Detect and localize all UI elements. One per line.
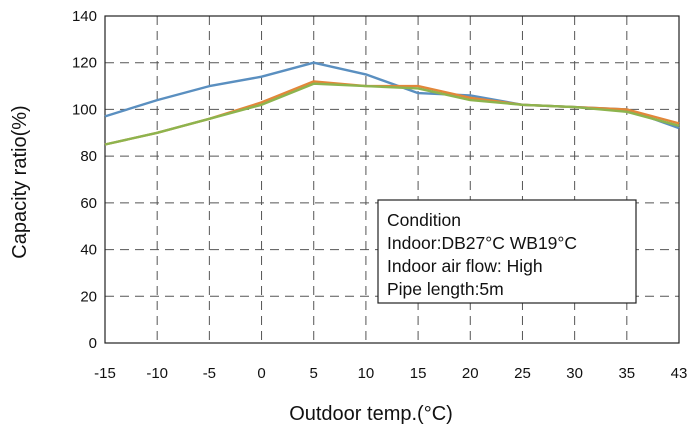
- x-tick-labels: -15 -10 -5 0 5 10 15 20 25 30 35 43: [94, 365, 687, 382]
- x-axis-label: Outdoor temp.(°C): [289, 403, 453, 425]
- plot-frame: [104, 15, 680, 344]
- condition-annotation: Condition Indoor:DB27°C WB19°C Indoor ai…: [377, 199, 637, 304]
- x-tick-label: 25: [514, 365, 531, 382]
- y-tick-labels: 0 20 40 60 80 100 120 140: [72, 8, 97, 352]
- y-tick-label: 0: [89, 335, 97, 352]
- y-tick-label: 120: [72, 55, 97, 72]
- x-tick-label: 15: [410, 365, 427, 382]
- x-tick-label: -5: [203, 365, 216, 382]
- y-tick-label: 140: [72, 8, 97, 25]
- series-line-1: [104, 61, 680, 130]
- x-tick-label: 30: [566, 365, 583, 382]
- y-tick-label: 40: [80, 242, 97, 259]
- condition-pipe-length: Pipe length:5m: [387, 279, 504, 299]
- y-axis-label: Capacity ratio(%): [9, 105, 31, 258]
- condition-box-frame: [377, 199, 637, 304]
- x-tick-label: 35: [618, 365, 635, 382]
- y-tick-label: 80: [80, 148, 97, 165]
- series-line-3: [104, 82, 680, 146]
- x-tick-label: 43: [671, 365, 688, 382]
- x-tick-label: 5: [310, 365, 318, 382]
- condition-title: Condition: [387, 210, 461, 230]
- x-tick-label: 0: [257, 365, 265, 382]
- condition-indoor-temp: Indoor:DB27°C WB19°C: [387, 233, 577, 253]
- x-tick-label: 10: [358, 365, 375, 382]
- x-tick-label: 20: [462, 365, 479, 382]
- series-lines: [104, 61, 680, 146]
- y-tick-label: 60: [80, 195, 97, 212]
- condition-indoor-air-flow: Indoor air flow: High: [387, 256, 543, 276]
- y-tick-label: 20: [80, 288, 97, 305]
- y-tick-label: 100: [72, 101, 97, 118]
- x-tick-label: -15: [94, 365, 116, 382]
- x-tick-label: -10: [146, 365, 168, 382]
